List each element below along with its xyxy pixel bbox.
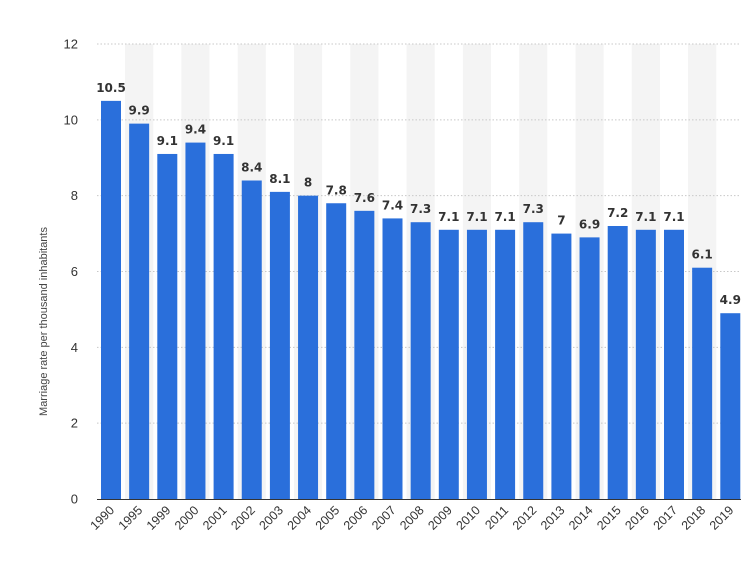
x-tick-label: 2003 xyxy=(256,503,286,533)
bar xyxy=(664,229,684,499)
data-label: 9.4 xyxy=(185,123,206,137)
y-axis-label: Marriage rate per thousand inhabitants xyxy=(38,227,50,416)
x-tick-label: 1999 xyxy=(144,503,174,533)
data-label: 6.1 xyxy=(692,248,713,262)
data-label: 7.8 xyxy=(326,183,347,197)
x-tick-label: 2014 xyxy=(566,503,596,533)
y-tick-label: 0 xyxy=(71,492,78,507)
data-label: 8 xyxy=(304,176,312,190)
data-label: 7.3 xyxy=(410,202,431,216)
x-tick-label: 2018 xyxy=(679,503,709,533)
x-tick-label: 2002 xyxy=(228,503,258,533)
data-label: 7.1 xyxy=(663,210,684,224)
bar xyxy=(269,191,290,499)
bar xyxy=(382,218,403,499)
y-tick-label: 10 xyxy=(64,112,78,127)
bar xyxy=(438,229,459,499)
x-tick-label: 2007 xyxy=(369,503,399,533)
data-label: 7.1 xyxy=(635,210,656,224)
x-tick-label: 2000 xyxy=(172,503,202,533)
x-tick-label: 2015 xyxy=(594,503,624,533)
data-label: 9.1 xyxy=(157,134,178,148)
y-tick-label: 6 xyxy=(71,264,78,279)
data-label: 7.2 xyxy=(607,206,628,220)
value-labels: 10.59.9 9.1 9.4 9.1 8.4 8.1 8 7.8 7.6 7.4 7.3 7.1 7.… xyxy=(96,81,741,307)
y-tick-label: 2 xyxy=(71,416,78,431)
y-tick-label: 8 xyxy=(71,188,78,203)
data-label: 8.1 xyxy=(269,172,290,186)
x-tick-label: 2008 xyxy=(397,503,427,533)
data-label: 4.9 xyxy=(720,293,741,307)
bar xyxy=(298,195,319,499)
data-label: 7.1 xyxy=(494,210,515,224)
bar xyxy=(101,100,121,499)
x-tick-label: 2017 xyxy=(651,503,681,533)
bar xyxy=(692,267,713,499)
data-label: 7.3 xyxy=(523,202,544,216)
bar xyxy=(495,229,516,499)
x-tick-label: 1990 xyxy=(88,503,118,533)
x-tick-label: 1995 xyxy=(116,503,146,533)
bar xyxy=(354,210,375,500)
x-tick-label: 2010 xyxy=(454,503,484,533)
bar xyxy=(326,203,347,499)
x-tick-label: 2006 xyxy=(341,503,371,533)
bar xyxy=(185,142,206,500)
bars xyxy=(101,100,741,500)
data-label: 6.9 xyxy=(579,217,600,231)
x-tick-label: 2019 xyxy=(707,503,737,533)
bar xyxy=(466,229,487,499)
bar xyxy=(129,123,150,499)
y-tick-label: 12 xyxy=(64,37,78,52)
data-label: 7.1 xyxy=(466,210,487,224)
y-tick-label: 4 xyxy=(71,340,78,355)
bar xyxy=(410,222,431,500)
x-tick-label: 2004 xyxy=(285,503,315,533)
data-label: 7.1 xyxy=(438,210,459,224)
bar xyxy=(213,153,234,500)
x-axis-ticks: 1990199519992000200120022003200420052006… xyxy=(88,503,737,533)
bar xyxy=(579,237,600,499)
x-tick-label: 2001 xyxy=(200,503,230,533)
x-tick-label: 2009 xyxy=(425,503,455,533)
data-label: 9.9 xyxy=(129,104,150,118)
x-tick-label: 2005 xyxy=(313,503,343,533)
bar xyxy=(607,226,628,499)
bar xyxy=(551,233,572,500)
x-tick-label: 2013 xyxy=(538,503,568,533)
data-label: 9.1 xyxy=(213,134,234,148)
bar xyxy=(720,313,741,499)
data-label: 8.4 xyxy=(241,161,262,175)
data-label: 10.5 xyxy=(96,81,126,95)
data-label: 7.6 xyxy=(354,191,375,205)
bar xyxy=(157,153,178,500)
bar xyxy=(241,180,262,499)
x-tick-label: 2012 xyxy=(510,503,540,533)
bar xyxy=(635,229,656,499)
x-tick-label: 2016 xyxy=(622,503,652,533)
data-label: 7 xyxy=(557,214,565,228)
bar xyxy=(523,222,544,500)
x-tick-label: 2011 xyxy=(482,503,511,532)
y-axis-ticks: 0 2 4 6 8 10 12 xyxy=(64,37,78,507)
data-label: 7.4 xyxy=(382,198,403,212)
